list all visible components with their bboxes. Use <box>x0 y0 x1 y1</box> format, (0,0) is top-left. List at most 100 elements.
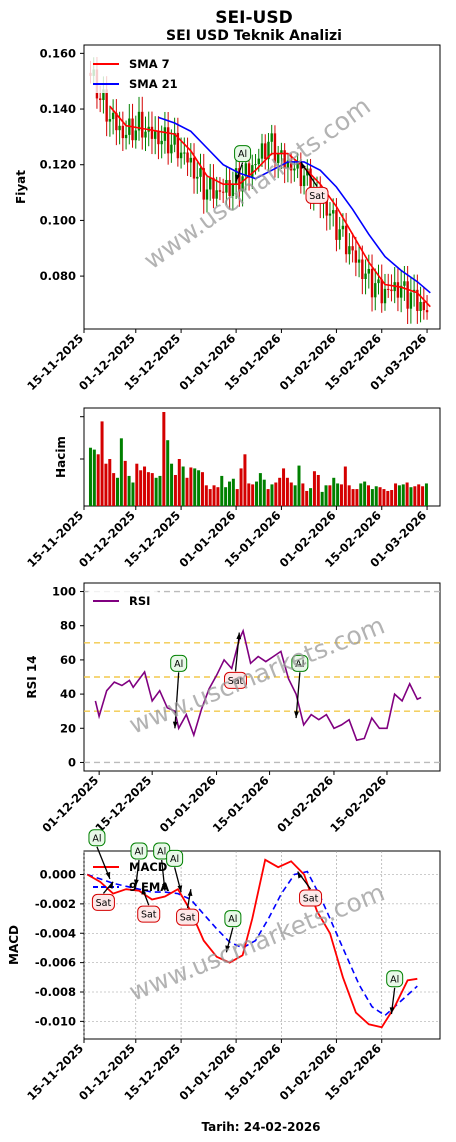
volume-bar <box>92 449 96 506</box>
candle-body <box>111 112 115 120</box>
volume-bar <box>336 483 340 506</box>
volume-bar <box>332 477 336 506</box>
candle-body <box>396 282 400 298</box>
candle-body <box>264 143 267 160</box>
macd-signal-label: Al <box>228 914 237 925</box>
price-axes-frame <box>83 44 441 330</box>
volume-bar <box>146 472 150 506</box>
candle-body <box>202 168 205 200</box>
volume-bar <box>424 483 428 506</box>
volume-bar <box>88 447 92 506</box>
candle-body <box>309 168 312 198</box>
candle-body <box>141 111 144 138</box>
candle-body <box>179 152 183 159</box>
volume-bar <box>339 484 343 506</box>
candle-body <box>241 176 244 192</box>
macd-signal-label: Sat <box>96 898 112 909</box>
macd-panel: MACD 15-11-202501-12-202515-12-202501-01… <box>7 829 441 1103</box>
volume-bar <box>255 481 259 506</box>
candle-body <box>280 150 283 154</box>
candle-body <box>244 163 248 177</box>
rsi-signal-arrowhead <box>294 711 299 719</box>
signal-line <box>86 870 418 1017</box>
volume-bar <box>274 482 278 506</box>
candle-body <box>380 279 383 304</box>
volume-bar <box>374 486 378 506</box>
volume-bar <box>170 463 174 506</box>
macd-signal-arrowhead <box>105 871 111 879</box>
candle-body <box>260 143 264 159</box>
volume-bar <box>328 485 332 506</box>
rsi-ylabel: RSI 14 <box>25 655 39 698</box>
candle-body <box>416 289 419 311</box>
rsi-xtick-label: 15-12-2025 <box>92 773 154 835</box>
volume-bar <box>258 473 262 506</box>
candle-body <box>283 150 286 169</box>
macd-signal-label: Al <box>170 854 179 865</box>
volume-bar <box>224 487 228 506</box>
volume-bar <box>355 489 359 506</box>
candle-body <box>328 213 332 216</box>
volume-bar <box>285 477 289 506</box>
volume-bar <box>359 483 363 506</box>
volume-bar <box>367 485 371 506</box>
macd-signal-arrowhead <box>177 885 183 893</box>
volume-bar <box>154 477 158 506</box>
volume-bar <box>185 477 189 506</box>
candle-body <box>364 273 367 280</box>
candle-body <box>425 310 429 313</box>
macd-ytick-label: -0.010 <box>35 1014 76 1028</box>
volume-bar <box>405 482 409 506</box>
macd-signal-arrowhead <box>389 1007 395 1015</box>
volume-bar <box>278 477 282 506</box>
candle-body <box>276 153 280 163</box>
volume-bar <box>212 485 216 506</box>
volume-bar <box>370 489 374 506</box>
candle-body <box>370 268 374 298</box>
volume-bar <box>231 478 235 506</box>
volume-bar <box>305 490 309 506</box>
candle-body <box>108 119 112 122</box>
figure-title: SEI-USD <box>215 8 292 28</box>
macd-signal-badge <box>166 849 184 867</box>
volume-bar <box>312 471 316 506</box>
volume-bar <box>123 460 127 506</box>
volume-bar <box>351 489 355 506</box>
candle-body <box>118 125 121 131</box>
candle-body <box>176 132 180 159</box>
rsi-signal-badge <box>291 654 309 672</box>
volume-bar <box>363 481 367 506</box>
volume-bar <box>173 474 177 506</box>
candle-body <box>286 160 290 169</box>
candle-body <box>218 190 222 192</box>
rsi-signal-arrowhead <box>236 632 242 640</box>
volume-bar <box>394 483 398 506</box>
volume-bar <box>289 482 293 506</box>
candle-body <box>406 281 409 309</box>
macd-signal-arrowhead <box>297 871 303 879</box>
candle-body <box>273 133 277 163</box>
volume-bar <box>320 491 324 506</box>
candle-body <box>332 210 335 214</box>
price-legend: SMA 7 SMA 21 <box>88 51 180 93</box>
candle-body <box>212 177 215 199</box>
volume-bar <box>135 463 139 506</box>
price-ytick-label: 0.140 <box>40 102 76 116</box>
price-panel: Fiyat 15-11-202501-12-202515-12-202501-0… <box>14 44 441 393</box>
footer-date: Tarih: 24-02-2026 <box>201 1120 320 1134</box>
macd-signal-label: Sat <box>180 913 196 924</box>
price-ytick-label: 0.120 <box>40 158 76 172</box>
macd-signal-badge <box>386 970 404 988</box>
candle-body <box>124 134 128 139</box>
macd-signal-arrowhead <box>161 883 167 891</box>
macd-ytick-label: -0.006 <box>35 956 76 970</box>
volume-bar <box>193 468 197 506</box>
macd-signal-arrowhead <box>187 889 193 896</box>
volume-bar <box>297 465 301 506</box>
macd-signal-badge <box>91 893 115 911</box>
volume-bar <box>158 475 162 506</box>
macd-signal-arrowhead <box>225 945 230 953</box>
rsi-signal-label: Al <box>295 659 304 670</box>
candle-body <box>131 118 134 141</box>
price-signal-badge <box>234 145 252 163</box>
